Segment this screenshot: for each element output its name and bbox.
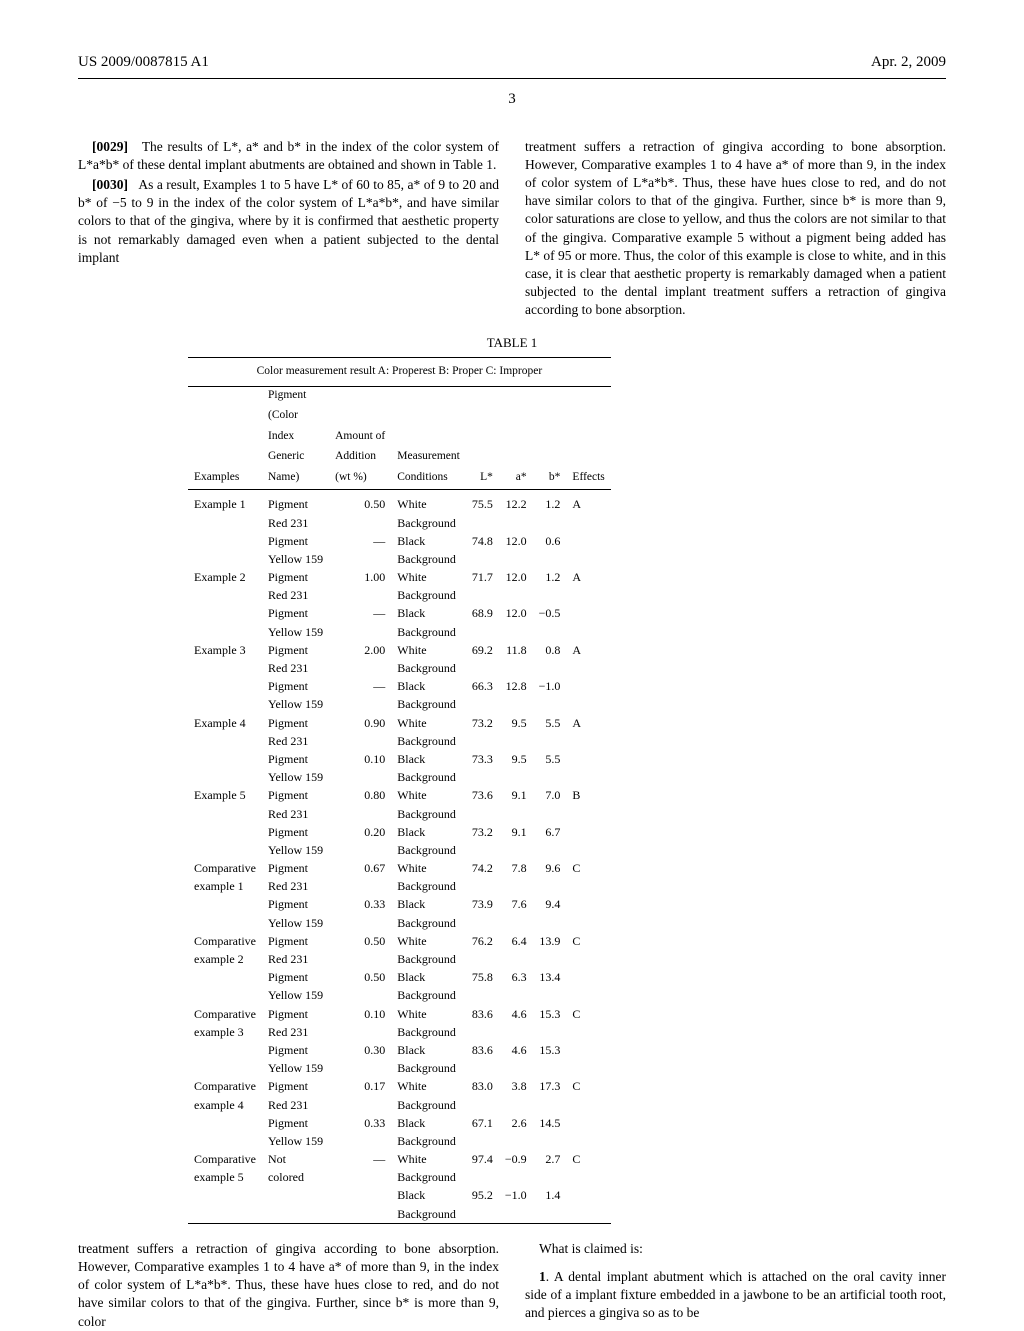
table-row: ComparativePigment0.17White83.03.817.3C xyxy=(188,1077,611,1095)
left-column: [0029] The results of L*, a* and b* in t… xyxy=(78,138,499,320)
table-row: Yellow 159Background xyxy=(188,914,611,932)
right-column: treatment suffers a retraction of gingiv… xyxy=(525,138,946,320)
table-row: Example 1Pigment0.50White75.512.21.2A xyxy=(188,490,611,514)
table-row: Example 3Pigment2.00White69.211.80.8A xyxy=(188,641,611,659)
table-row: Yellow 159Background xyxy=(188,768,611,786)
table-row: Pigment0.10Black73.39.55.5 xyxy=(188,750,611,768)
table-row: Yellow 159Background xyxy=(188,1059,611,1077)
data-table: Color measurement result A: Properest B:… xyxy=(188,357,611,1224)
body-columns-top: [0029] The results of L*, a* and b* in t… xyxy=(78,138,946,320)
paragraph-0029: [0029] The results of L*, a* and b* in t… xyxy=(78,138,499,174)
table-body: Example 1Pigment0.50White75.512.21.2ARed… xyxy=(188,490,611,1224)
para-text: The results of L*, a* and b* in the inde… xyxy=(78,139,499,172)
header-rule xyxy=(78,78,946,79)
table-header-row: Pigment xyxy=(188,386,611,407)
table-caption: Color measurement result A: Properest B:… xyxy=(188,358,611,387)
bottom-left-column: treatment suffers a retraction of gingiv… xyxy=(78,1240,499,1331)
table-row: Example 5Pigment0.80White73.69.17.0B xyxy=(188,786,611,804)
claim-number: 1 xyxy=(539,1269,546,1284)
table-row: Yellow 159Background xyxy=(188,623,611,641)
table-row: Yellow 159Background xyxy=(188,986,611,1004)
table-row: Red 231Background xyxy=(188,659,611,677)
table-row: Background xyxy=(188,1205,611,1224)
document-date: Apr. 2, 2009 xyxy=(871,52,946,72)
table-row: Red 231Background xyxy=(188,514,611,532)
claim-text: . A dental implant abutment which is att… xyxy=(525,1269,946,1320)
table-row: Example 4Pigment0.90White73.29.55.5A xyxy=(188,714,611,732)
table-row: Yellow 159Background xyxy=(188,695,611,713)
table-row: Pigment—Black74.812.00.6 xyxy=(188,532,611,550)
document-number: US 2009/0087815 A1 xyxy=(78,52,209,72)
table-row: Example 2Pigment1.00White71.712.01.2A xyxy=(188,568,611,586)
para-number: [0030] xyxy=(92,177,128,192)
table-row: Yellow 159Background xyxy=(188,550,611,568)
table-row: Pigment0.50Black75.86.313.4 xyxy=(188,968,611,986)
table-row: Red 231Background xyxy=(188,805,611,823)
table-row: Yellow 159Background xyxy=(188,1132,611,1150)
para-continuation: treatment suffers a retraction of gingiv… xyxy=(525,138,946,320)
table-row: ComparativePigment0.67White74.27.89.6C xyxy=(188,859,611,877)
table-row: Red 231Background xyxy=(188,586,611,604)
page-header: US 2009/0087815 A1 Apr. 2, 2009 xyxy=(78,52,946,72)
table-row: Yellow 159Background xyxy=(188,841,611,859)
table-row: ComparativePigment0.50White76.26.413.9C xyxy=(188,932,611,950)
para-text: As a result, Examples 1 to 5 have L* of … xyxy=(78,177,499,265)
table-row: Pigment—Black68.912.0−0.5 xyxy=(188,604,611,622)
table-row: Black95.2−1.01.4 xyxy=(188,1186,611,1204)
table-row: example 5coloredBackground xyxy=(188,1168,611,1186)
table-row: example 2Red 231Background xyxy=(188,950,611,968)
table-row: Pigment—Black66.312.8−1.0 xyxy=(188,677,611,695)
paragraph-0030: [0030] As a result, Examples 1 to 5 have… xyxy=(78,176,499,267)
body-columns-bottom: treatment suffers a retraction of gingiv… xyxy=(78,1240,946,1331)
table-row: ComparativeNot—White97.4−0.92.7C xyxy=(188,1150,611,1168)
table-row: example 4Red 231Background xyxy=(188,1096,611,1114)
table-row: Pigment0.33Black73.97.69.4 xyxy=(188,895,611,913)
table-row: Pigment0.20Black73.29.16.7 xyxy=(188,823,611,841)
claim-1: 1. A dental implant abutment which is at… xyxy=(525,1268,946,1323)
page-number: 3 xyxy=(78,89,946,109)
table-title: TABLE 1 xyxy=(78,334,946,352)
table-row: example 1Red 231Background xyxy=(188,877,611,895)
claims-intro: What is claimed is: xyxy=(525,1240,946,1258)
table-1: Color measurement result A: Properest B:… xyxy=(188,357,946,1224)
table-row: ComparativePigment0.10White83.64.615.3C xyxy=(188,1005,611,1023)
table-row: Pigment0.30Black83.64.615.3 xyxy=(188,1041,611,1059)
para-number: [0029] xyxy=(92,139,128,154)
table-row: example 3Red 231Background xyxy=(188,1023,611,1041)
bottom-right-column: What is claimed is: 1. A dental implant … xyxy=(525,1240,946,1331)
table-row: Pigment0.33Black67.12.614.5 xyxy=(188,1114,611,1132)
table-row: Red 231Background xyxy=(188,732,611,750)
